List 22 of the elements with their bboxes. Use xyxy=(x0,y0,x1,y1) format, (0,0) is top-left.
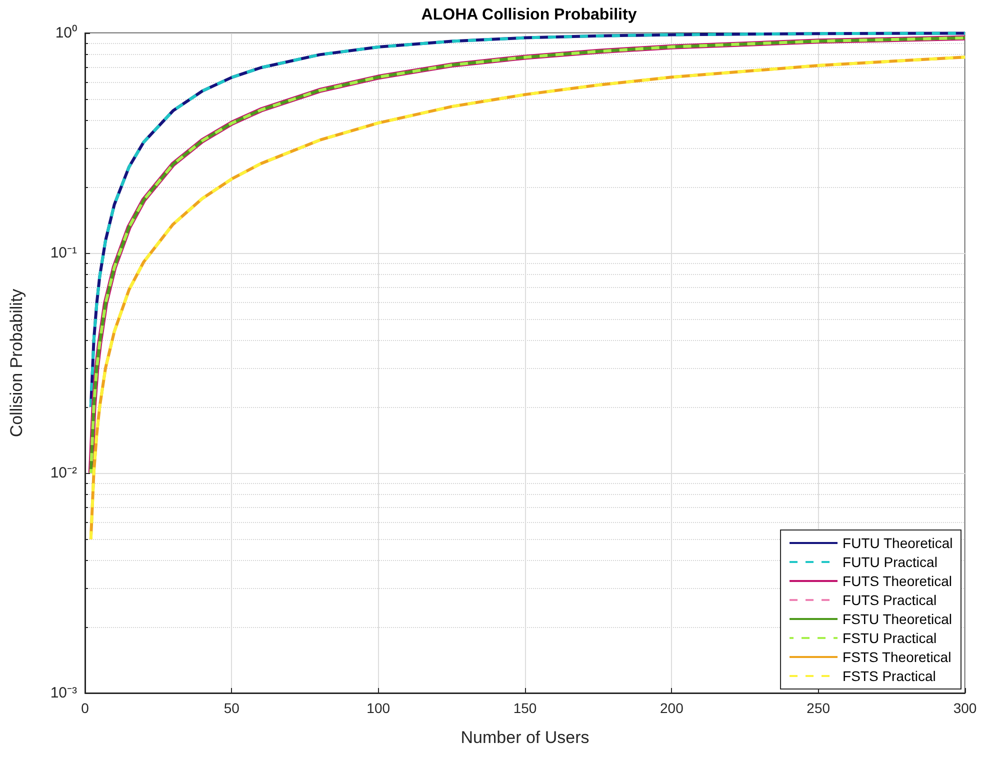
legend-label: FUTU Theoretical xyxy=(842,535,953,551)
x-tick-label: 300 xyxy=(953,700,977,716)
x-tick-label: 150 xyxy=(513,700,537,716)
x-axis-title: Number of Users xyxy=(460,728,590,747)
x-tick-label: 100 xyxy=(366,700,390,716)
y-tick-label: 10⁻¹ xyxy=(50,244,77,262)
y-axis-title: Collision Probability xyxy=(7,288,26,438)
legend-label: FUTS Theoretical xyxy=(842,573,952,589)
x-tick-label: 250 xyxy=(806,700,830,716)
legend-label: FUTS Practical xyxy=(842,592,937,608)
legend-label: FSTU Practical xyxy=(842,630,937,646)
legend-label: FSTU Theoretical xyxy=(842,611,952,627)
legend-label: FUTU Practical xyxy=(842,554,938,570)
x-tick-label: 0 xyxy=(81,700,90,716)
x-tick-label: 200 xyxy=(660,700,684,716)
legend-label: FSTS Practical xyxy=(842,668,936,684)
legend-label: FSTS Theoretical xyxy=(842,649,952,665)
x-tick-label: 50 xyxy=(224,700,240,716)
y-tick-label: 10⁰ xyxy=(55,24,77,42)
y-tick-label: 10⁻³ xyxy=(50,684,77,702)
chart-title: ALOHA Collision Probability xyxy=(421,6,637,24)
y-tick-label: 10⁻² xyxy=(50,464,77,482)
